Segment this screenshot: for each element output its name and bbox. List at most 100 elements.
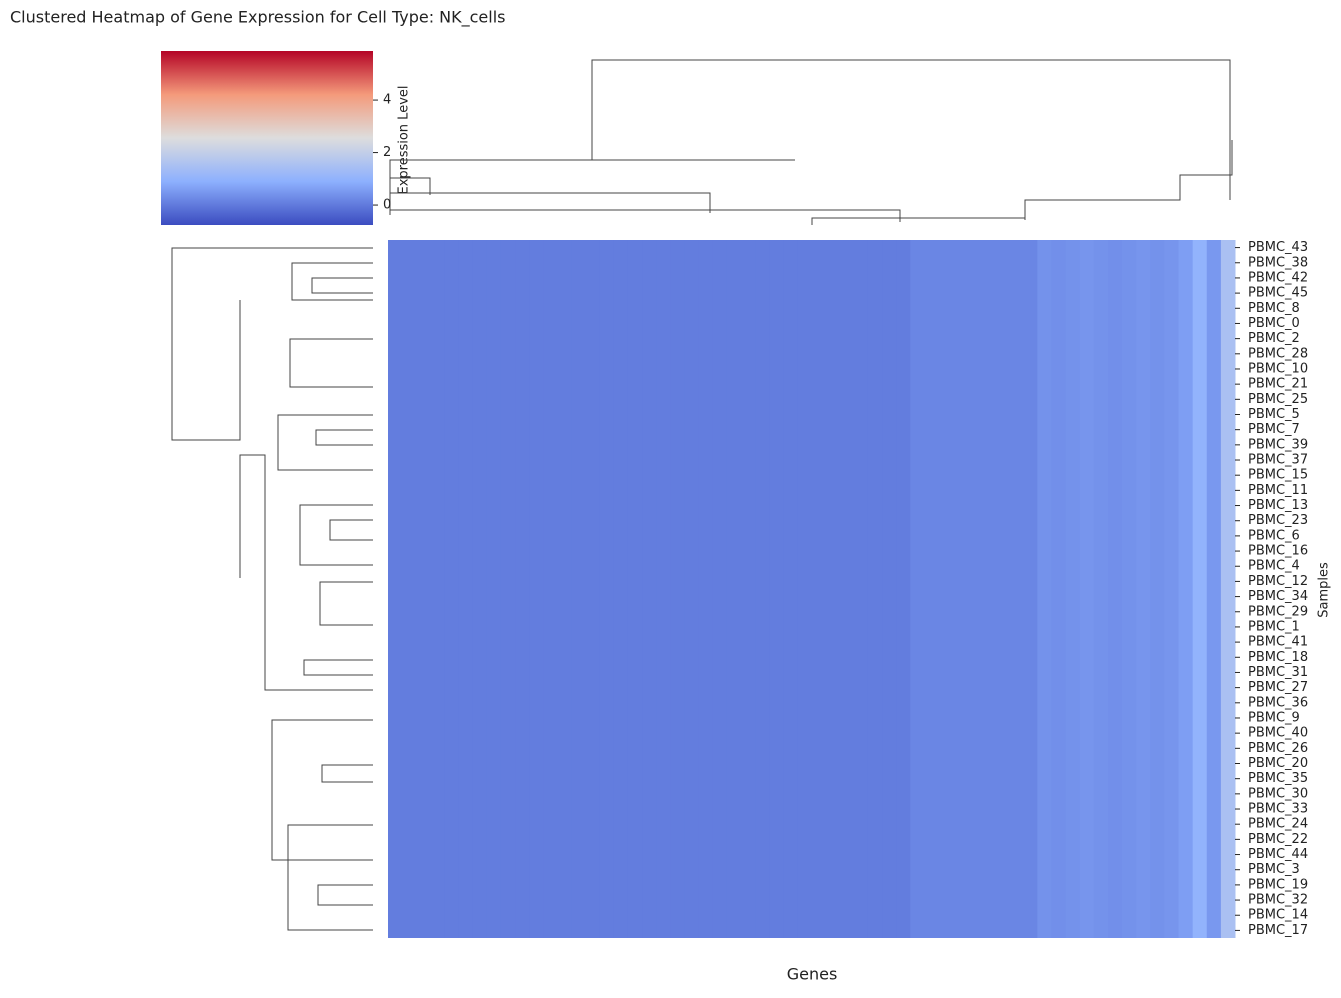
row-label: PBMC_45 [1248, 286, 1308, 301]
heatmap-band [599, 240, 615, 938]
row-label: PBMC_36 [1248, 695, 1308, 710]
row-label: PBMC_12 [1248, 574, 1308, 589]
row-label: PBMC_10 [1248, 361, 1308, 376]
heatmap-band [740, 240, 756, 938]
heatmap-band [1164, 240, 1180, 938]
heatmap-band [1009, 240, 1024, 938]
row-label: PBMC_9 [1248, 710, 1300, 725]
row-label: PBMC_4 [1248, 559, 1300, 574]
row-label: PBMC_33 [1248, 802, 1308, 817]
heatmap-band [1037, 240, 1052, 938]
row-label: PBMC_7 [1248, 422, 1300, 437]
row-label: PBMC_1 [1248, 619, 1300, 634]
column-dendrogram [389, 59, 1233, 225]
row-label: PBMC_38 [1248, 255, 1308, 270]
row-label: PBMC_0 [1248, 316, 1300, 331]
heatmap-band [613, 240, 629, 938]
heatmap-band [529, 240, 544, 938]
heatmap-band [1136, 240, 1151, 938]
heatmap-band [1023, 240, 1038, 938]
heatmap-band [430, 240, 445, 938]
heatmap-band [1206, 240, 1222, 938]
row-label: PBMC_31 [1248, 665, 1308, 680]
heatmap-band [952, 240, 968, 938]
row-label: PBMC_8 [1248, 301, 1300, 316]
heatmap-band [642, 240, 657, 938]
heatmap-band [1178, 240, 1194, 938]
y-axis-label: Samples [1317, 562, 1332, 618]
heatmap-band [500, 240, 516, 938]
row-label: PBMC_23 [1248, 513, 1308, 528]
row-label: PBMC_25 [1248, 392, 1308, 407]
heatmap-band [486, 240, 502, 938]
heatmap-band [726, 240, 742, 938]
heatmap-band [1051, 240, 1067, 938]
heatmap-band [670, 240, 685, 938]
heatmap-band [966, 240, 982, 938]
row-label: PBMC_18 [1248, 650, 1308, 665]
heatmap-band [1107, 240, 1123, 938]
heatmap-band [698, 240, 714, 938]
heatmap-band [1093, 240, 1109, 938]
heatmap-band [515, 240, 530, 938]
heatmap-band [853, 240, 869, 938]
heatmap-band [995, 240, 1010, 938]
row-label: PBMC_40 [1248, 726, 1308, 741]
row-label: PBMC_19 [1248, 877, 1308, 892]
heatmap-band [1079, 240, 1095, 938]
row-label: PBMC_28 [1248, 346, 1308, 361]
heatmap-band [557, 240, 573, 938]
heatmap-band [1065, 240, 1081, 938]
x-axis-label: Genes [787, 965, 838, 984]
row-label: PBMC_17 [1248, 923, 1308, 938]
heatmap-band [1192, 240, 1208, 938]
colorbar [161, 51, 373, 225]
heatmap-band [783, 240, 798, 938]
heatmap-band [825, 240, 841, 938]
row-label: PBMC_3 [1248, 862, 1300, 877]
chart-title: Clustered Heatmap of Gene Expression for… [10, 8, 506, 28]
row-label: PBMC_42 [1248, 270, 1308, 285]
heatmap-band [684, 240, 700, 938]
row-label: PBMC_44 [1248, 847, 1308, 862]
colorbar-label: Expression Level [397, 85, 412, 194]
row-label: PBMC_13 [1248, 498, 1308, 513]
row-label: PBMC_27 [1248, 680, 1308, 695]
heatmap-band [980, 240, 996, 938]
heatmap-band [656, 240, 671, 938]
row-label: PBMC_41 [1248, 635, 1308, 650]
row-label: PBMC_26 [1248, 741, 1308, 756]
row-label: PBMC_35 [1248, 771, 1308, 786]
row-label: PBMC_21 [1248, 377, 1308, 392]
colorbar-tick-label: 4 [383, 93, 391, 108]
colorbar-tick-label: 0 [383, 198, 391, 213]
heatmap-band [896, 240, 911, 938]
row-label: PBMC_30 [1248, 786, 1308, 801]
heatmap-band [797, 240, 812, 938]
heatmap-band [388, 240, 403, 938]
row-label: PBMC_11 [1248, 483, 1308, 498]
heatmap-band [571, 240, 587, 938]
heatmap-band [458, 240, 474, 938]
heatmap-band [444, 240, 460, 938]
heatmap-band [416, 240, 431, 938]
heatmap-band [1122, 240, 1137, 938]
row-label: PBMC_16 [1248, 544, 1308, 559]
heatmap-band [755, 240, 770, 938]
row-label: PBMC_29 [1248, 604, 1308, 619]
heatmap-band [402, 240, 417, 938]
row-label: PBMC_2 [1248, 331, 1300, 346]
row-label: PBMC_6 [1248, 528, 1300, 543]
heatmap-band [938, 240, 954, 938]
row-label: PBMC_37 [1248, 453, 1308, 468]
row-label: PBMC_5 [1248, 407, 1300, 422]
row-label: PBMC_43 [1248, 240, 1308, 255]
row-label: PBMC_15 [1248, 468, 1308, 483]
row-label: PBMC_24 [1248, 817, 1308, 832]
heatmap-band [811, 240, 827, 938]
row-label: PBMC_39 [1248, 437, 1308, 452]
heatmap-band [882, 240, 897, 938]
row-label: PBMC_22 [1248, 832, 1308, 847]
row-label: PBMC_14 [1248, 908, 1308, 923]
